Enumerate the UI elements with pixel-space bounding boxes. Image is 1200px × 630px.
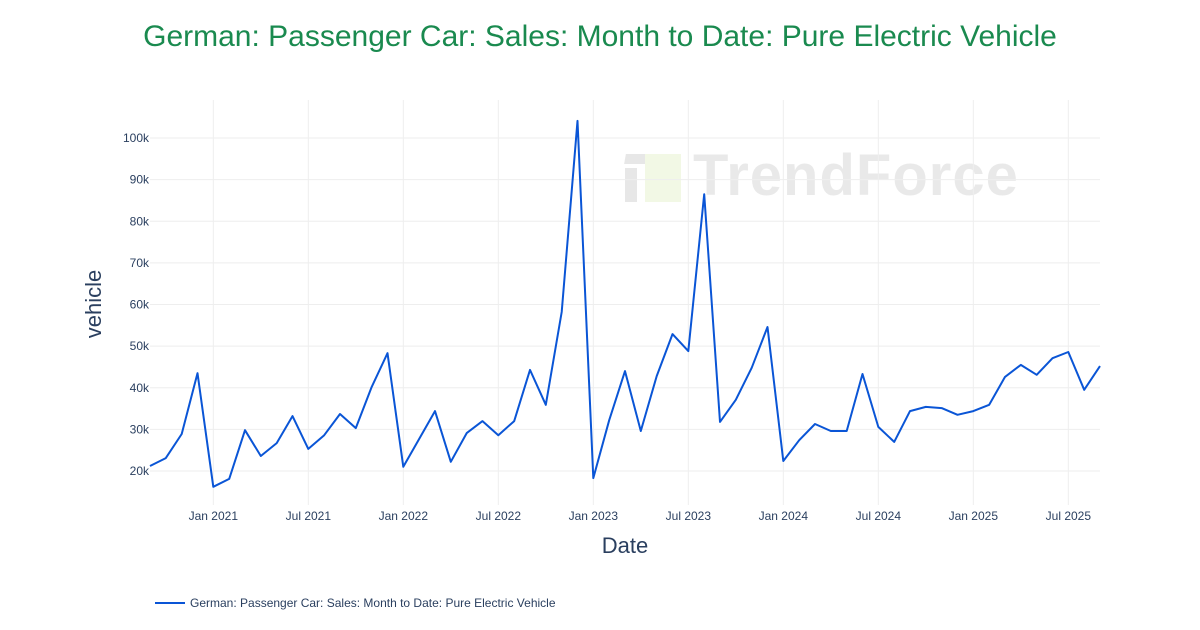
- watermark-text: TrendForce: [693, 143, 1019, 208]
- x-tick-label: Jul 2023: [666, 509, 712, 523]
- legend-label: German: Passenger Car: Sales: Month to D…: [190, 596, 556, 610]
- x-tick-label: Jul 2025: [1046, 509, 1092, 523]
- x-tick-label: Jan 2024: [759, 509, 809, 523]
- x-tick-label: Jul 2022: [476, 509, 522, 523]
- y-tick-label: 60k: [130, 298, 150, 312]
- y-tick-label: 50k: [130, 339, 150, 353]
- legend[interactable]: German: Passenger Car: Sales: Month to D…: [155, 596, 556, 610]
- series-layer: [149, 119, 1101, 488]
- y-axis-title: vehicle: [81, 270, 106, 338]
- x-tick-label: Jan 2022: [379, 509, 429, 523]
- y-axis-ticks: 20k 30k 40k 50k 60k 70k 80k 90k 100k: [123, 131, 150, 478]
- y-tick-label: 80k: [130, 214, 150, 228]
- y-tick-label: 90k: [130, 173, 150, 187]
- x-tick-label: Jul 2021: [286, 509, 332, 523]
- chart-title: German: Passenger Car: Sales: Month to D…: [143, 20, 1057, 53]
- x-tick-label: Jan 2023: [569, 509, 619, 523]
- x-tick-label: Jan 2025: [949, 509, 999, 523]
- series-line: [149, 119, 1101, 488]
- y-tick-label: 40k: [130, 381, 150, 395]
- grid: [150, 100, 1100, 505]
- y-tick-label: 20k: [130, 464, 150, 478]
- x-axis-ticks: Jan 2021 Jul 2021 Jan 2022 Jul 2022 Jan 2023…: [189, 509, 1092, 523]
- x-tick-label: Jan 2021: [189, 509, 239, 523]
- y-tick-label: 70k: [130, 256, 150, 270]
- trendforce-watermark: TrendForce: [624, 142, 1019, 209]
- trendforce-logo-icon: [624, 150, 681, 202]
- x-tick-label: Jul 2024: [856, 509, 902, 523]
- y-tick-label: 100k: [123, 131, 150, 145]
- x-axis-title: Date: [602, 533, 648, 558]
- legend-line-swatch: [155, 602, 185, 604]
- y-tick-label: 30k: [130, 422, 150, 436]
